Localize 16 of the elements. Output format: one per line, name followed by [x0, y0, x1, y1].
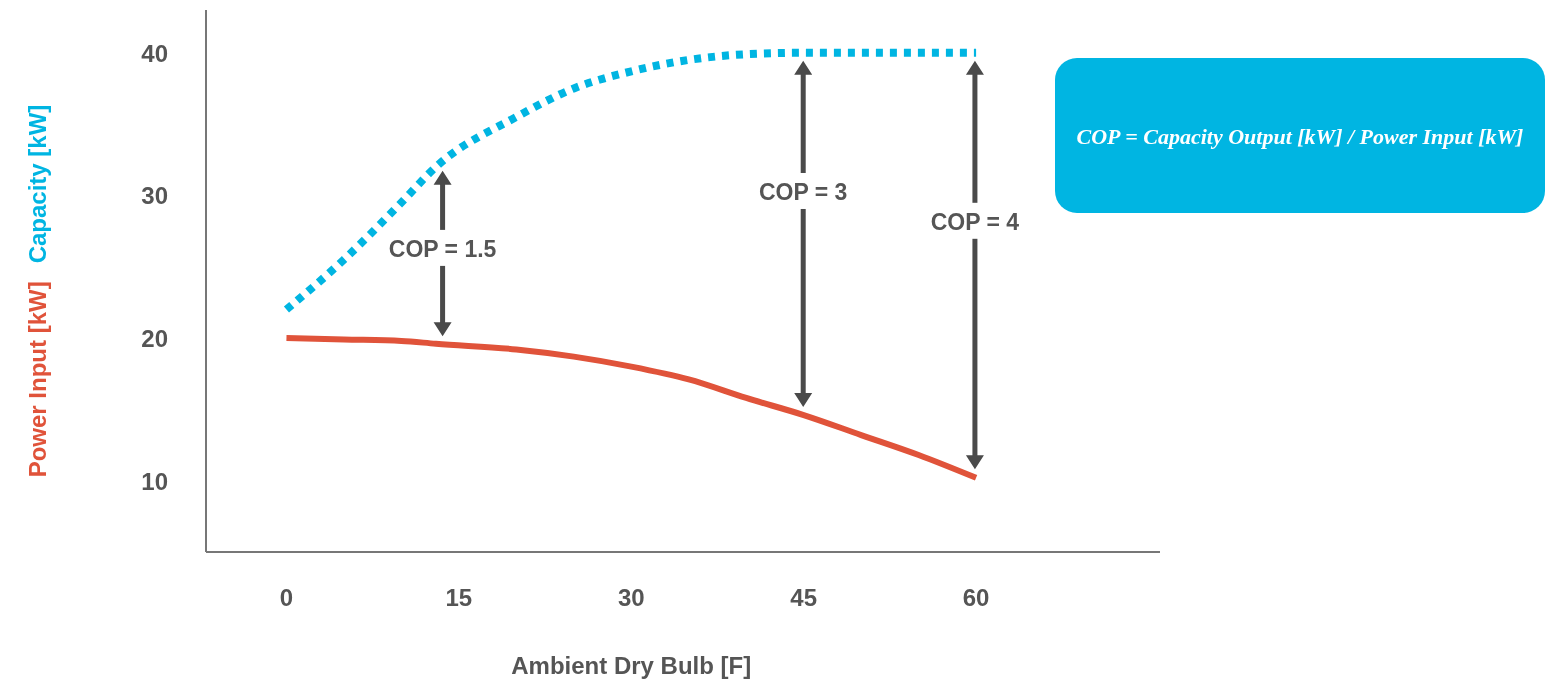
annotation: COP = 3: [758, 178, 848, 205]
annotation: COP = Capacity Output [kW] / Power Input [kW]: [1076, 123, 1524, 149]
annotation: COP = 1.5: [388, 235, 497, 262]
x-tick-label: 15: [445, 584, 473, 611]
x-tick-label: 30: [617, 584, 645, 611]
x-tick-label: 45: [790, 584, 818, 611]
y-tick-label: 10: [141, 467, 168, 495]
y-tick-label: 20: [141, 325, 168, 353]
y-tick-label: 40: [141, 39, 168, 67]
annotation: COP = 4: [930, 208, 1020, 235]
x-axis-title: Ambient Dry Bulb [F]: [511, 652, 752, 679]
y-tick-label: 30: [141, 182, 168, 210]
text: Capacity [kW]: [24, 104, 51, 264]
text: Power Input [kW]: [24, 281, 51, 478]
x-tick-label: 60: [962, 584, 990, 611]
x-tick-label: 0: [279, 584, 294, 611]
